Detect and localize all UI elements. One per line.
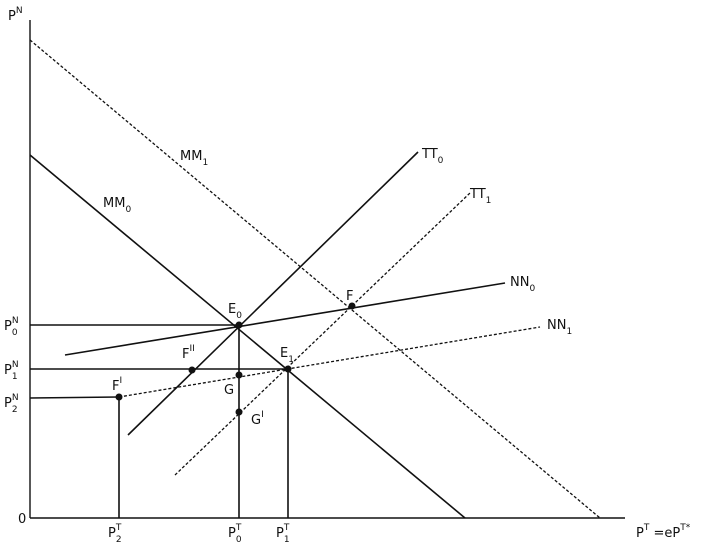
label: P2 N (4, 393, 19, 415)
label-part: P (108, 526, 116, 541)
label-part: 0 (529, 284, 535, 294)
label: P0 N (4, 316, 19, 338)
point (235, 371, 243, 379)
label-part: I (261, 410, 264, 420)
label-part: 0 (236, 311, 242, 321)
label: TT0 (421, 147, 444, 166)
label-part: TT (421, 147, 438, 162)
label-part: P (4, 396, 12, 411)
label-part: 2 (116, 535, 122, 545)
label: FII (182, 344, 195, 362)
label-part: NN (547, 318, 566, 333)
label-part: T (235, 523, 242, 533)
label-part: F (112, 379, 119, 394)
label: P1 N (4, 360, 19, 382)
label-part: P (636, 526, 644, 541)
label-part: N (12, 316, 19, 326)
mm0-curve (29, 154, 466, 519)
label-part: N (12, 393, 19, 403)
nn1-curve (118, 326, 541, 398)
label-part: 1 (486, 196, 492, 206)
label: MM1 (180, 149, 208, 168)
label-part: 1 (284, 535, 290, 545)
label-part: P (228, 526, 236, 541)
label-part: P (4, 363, 12, 378)
label-part: G (224, 383, 234, 398)
label: P1 T (276, 523, 290, 545)
label-part: TT (469, 187, 486, 202)
label: P2 T (108, 523, 122, 545)
label-part: 0 (18, 512, 26, 527)
label-part: T (643, 523, 650, 533)
label: F (346, 289, 353, 304)
label-part: T (115, 523, 122, 533)
label-part: II (189, 344, 194, 354)
label-part: E (280, 346, 288, 361)
label-part: N (12, 360, 19, 370)
label-part: P (276, 526, 284, 541)
label-part: 0 (236, 535, 242, 545)
label-part: 1 (288, 355, 294, 365)
label-part: I (119, 376, 122, 386)
label: E0 (228, 302, 242, 321)
label-part: 1 (12, 372, 18, 382)
label-part: MM (103, 196, 125, 211)
label-part: 1 (566, 327, 572, 337)
label-part: 1 (202, 158, 208, 168)
label-part: T (283, 523, 290, 533)
point (284, 365, 292, 373)
point (188, 366, 196, 374)
label: GI (251, 410, 264, 428)
label-part: N (16, 6, 23, 16)
label-part: 0 (125, 205, 131, 215)
point (235, 408, 243, 416)
guide-line (29, 396, 120, 399)
tt1-curve (174, 192, 471, 476)
label-part: 2 (12, 405, 18, 415)
label: G (224, 383, 234, 398)
label: PT =ePT* (636, 523, 691, 541)
point (235, 321, 243, 329)
label: MM0 (103, 196, 131, 215)
tt0-curve (127, 151, 419, 436)
mm1-curve (29, 39, 601, 519)
label: E1 (280, 346, 294, 365)
label-part: T* (679, 523, 690, 533)
label-part: G (251, 413, 261, 428)
label: FI (112, 376, 122, 394)
label: 0 (18, 512, 26, 527)
label-part: F (182, 347, 189, 362)
label-part: =eP (649, 526, 680, 541)
label-part: F (346, 289, 353, 304)
label-part: P (4, 319, 12, 334)
label: NN0 (510, 275, 535, 294)
label: PN (8, 6, 23, 24)
point (115, 393, 123, 401)
label: P0 T (228, 523, 242, 545)
label-part: P (8, 9, 16, 24)
label-part: 0 (438, 156, 444, 166)
point (348, 302, 356, 310)
nn0-curve (64, 282, 506, 356)
label-part: NN (510, 275, 529, 290)
label: TT1 (469, 187, 491, 206)
label-part: 0 (12, 328, 18, 338)
label-part: MM (180, 149, 202, 164)
label-part: E (228, 302, 236, 317)
label: NN1 (547, 318, 572, 337)
